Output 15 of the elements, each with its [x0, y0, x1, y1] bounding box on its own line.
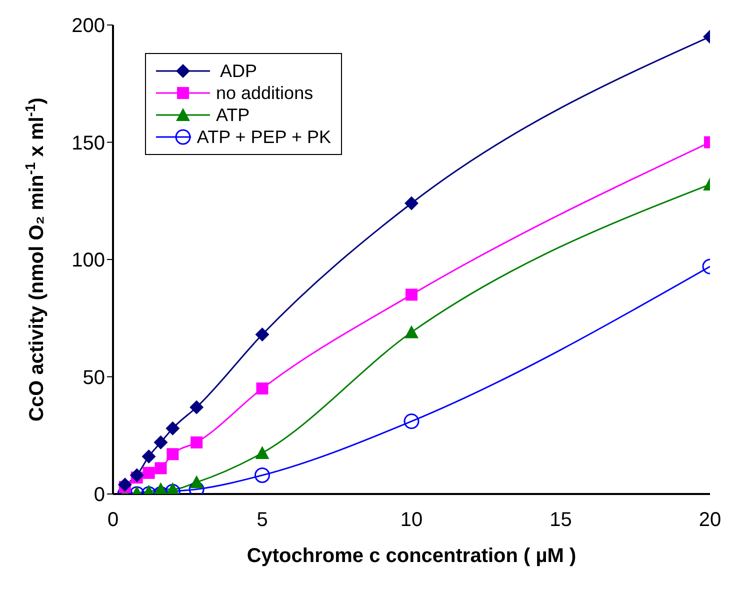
legend-label: no additions	[216, 82, 314, 104]
x-tick-label: 15	[550, 509, 572, 532]
y-tick-label: 0	[94, 484, 105, 506]
x-tick-label: 5	[256, 509, 268, 532]
y-tick-label: 200	[72, 15, 105, 38]
y-tick-label: 100	[72, 250, 105, 272]
y-tick-label: 150	[72, 132, 105, 154]
x-tick-label: 0	[107, 509, 119, 532]
x-tick-label: 20	[698, 509, 722, 532]
x-axis-title: Cytochrome c concentration ( µM )	[246, 545, 576, 567]
legend-label: ATP	[216, 104, 250, 126]
x-tick-label: 10	[400, 509, 423, 532]
legend-label: ADP	[219, 60, 258, 82]
y-tick-label: 50	[82, 366, 105, 389]
legend-label: ATP + PEP + PK	[196, 126, 331, 148]
